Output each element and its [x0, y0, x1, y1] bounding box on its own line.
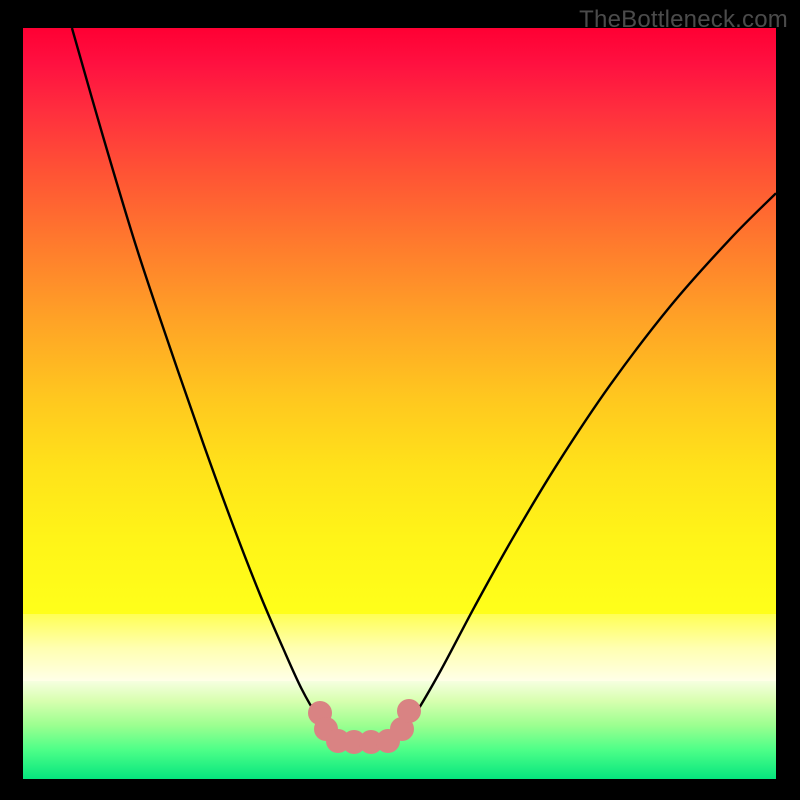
marker-layer [23, 28, 776, 779]
plot-area [23, 28, 776, 779]
marker-dot-7 [397, 699, 421, 723]
chart-frame: TheBottleneck.com [0, 0, 800, 800]
watermark-text: TheBottleneck.com [579, 6, 788, 34]
